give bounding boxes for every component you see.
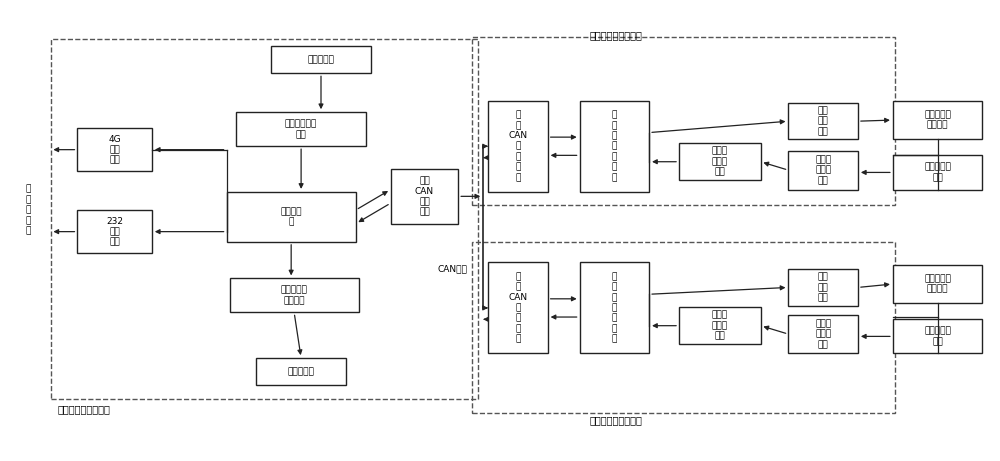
Text: 第一
逆变
模块: 第一 逆变 模块	[818, 106, 829, 136]
Text: 至
外
部
设
备: 至 外 部 设 备	[26, 185, 31, 235]
Text: 管理与动作控制单元: 管理与动作控制单元	[57, 404, 110, 414]
Bar	[893, 155, 982, 189]
Bar	[472, 242, 895, 413]
Bar	[230, 278, 359, 313]
Bar	[788, 269, 858, 306]
Bar	[271, 46, 371, 73]
Bar	[580, 262, 649, 354]
Text: 第二电
流检测
模块: 第二电 流检测 模块	[815, 319, 831, 349]
Text: 第
一
运
动
处
理
器: 第 一 运 动 处 理 器	[612, 111, 617, 182]
Text: 第三信号调理
电路: 第三信号调理 电路	[285, 119, 317, 139]
Text: 第
一
CAN
总
线
模
块: 第 一 CAN 总 线 模 块	[508, 111, 527, 182]
Text: 4G
通信
模块: 4G 通信 模块	[108, 135, 121, 165]
Text: 喷药电磁阀: 喷药电磁阀	[288, 367, 315, 376]
Bar	[580, 100, 649, 192]
Bar	[893, 319, 982, 354]
Text: 第
二
运
动
处
理
器: 第 二 运 动 处 理 器	[612, 272, 617, 343]
Text: 液位传感器: 液位传感器	[308, 55, 334, 64]
Text: 左履带测速
码盘: 左履带测速 码盘	[924, 163, 951, 182]
Bar	[488, 100, 548, 192]
Bar	[788, 315, 858, 354]
Bar	[472, 37, 895, 206]
Text: 第二信
号调理
电路: 第二信 号调理 电路	[712, 311, 728, 341]
Bar	[488, 262, 548, 354]
Text: 右履带运动控制单元: 右履带运动控制单元	[590, 415, 642, 426]
Text: 232
通信
模块: 232 通信 模块	[106, 217, 123, 247]
Text: 第三
CAN
总线
模块: 第三 CAN 总线 模块	[415, 176, 434, 217]
Bar	[788, 151, 858, 189]
Bar	[679, 307, 761, 344]
Text: CAN总线: CAN总线	[437, 265, 467, 274]
Bar	[51, 39, 478, 399]
Text: 左履带运动控制单元: 左履带运动控制单元	[590, 30, 642, 40]
Bar	[256, 358, 346, 385]
Text: 第一信
号调理
电路: 第一信 号调理 电路	[712, 147, 728, 177]
Bar	[77, 210, 152, 253]
Bar	[893, 100, 982, 139]
Bar	[236, 112, 366, 146]
Text: 右履带测速
码盘: 右履带测速 码盘	[924, 327, 951, 346]
Bar	[391, 169, 458, 224]
Text: 右履带无刷
直流电机: 右履带无刷 直流电机	[924, 274, 951, 294]
Text: 中央处理
器: 中央处理 器	[280, 207, 302, 226]
Text: 第一电
流检测
模块: 第一电 流检测 模块	[815, 155, 831, 185]
Text: 第二
逆变
模块: 第二 逆变 模块	[818, 272, 829, 302]
Bar	[788, 103, 858, 139]
Text: 第
二
CAN
总
线
模
块: 第 二 CAN 总 线 模 块	[508, 272, 527, 343]
Bar	[77, 128, 152, 171]
Text: 喷药电磁阀
驱动模块: 喷药电磁阀 驱动模块	[281, 286, 308, 305]
Bar	[893, 265, 982, 303]
Bar	[679, 143, 761, 180]
Text: 左履带无刷
直流电机: 左履带无刷 直流电机	[924, 110, 951, 130]
Bar	[227, 192, 356, 242]
